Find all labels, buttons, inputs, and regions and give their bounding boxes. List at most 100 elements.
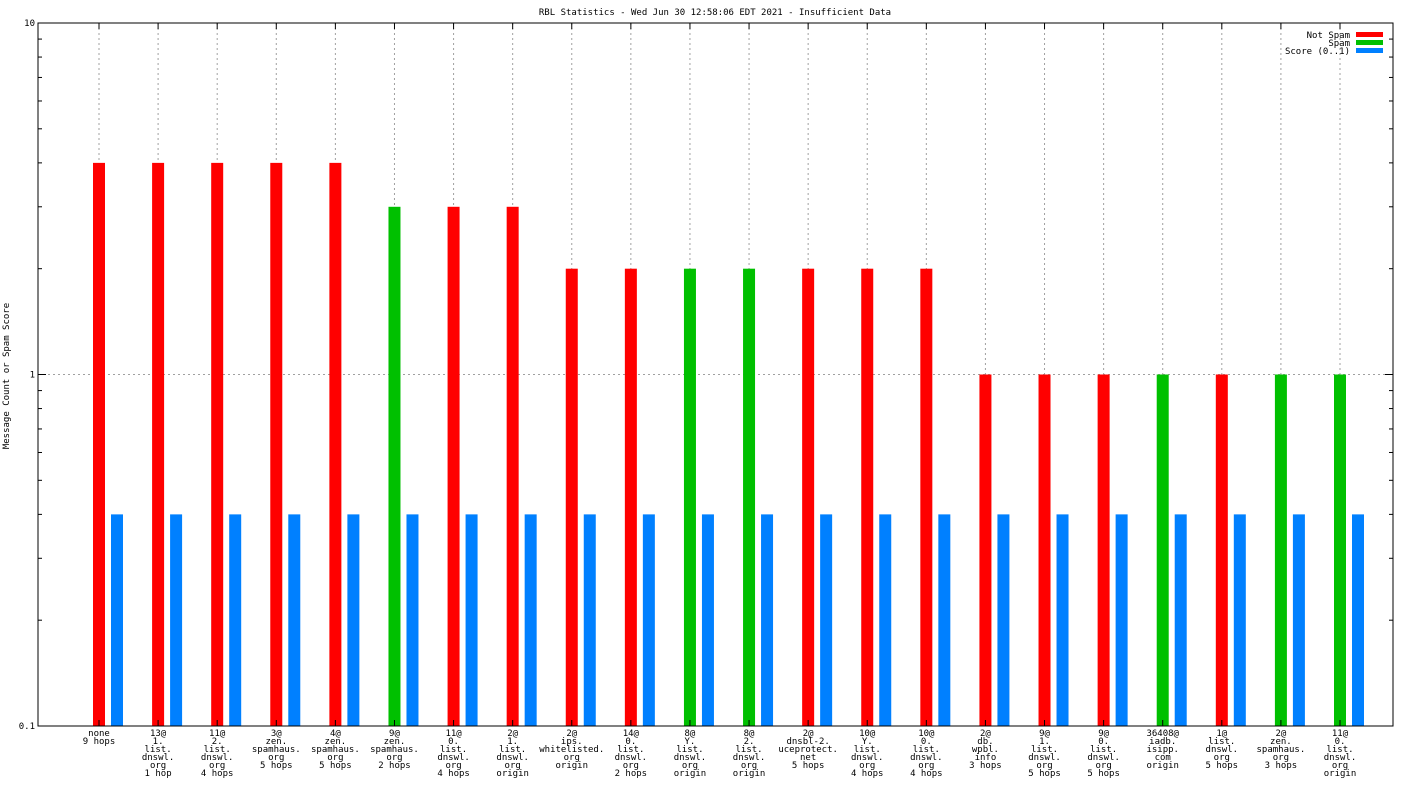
y-axis-label: Message Count or Spam Score <box>2 303 12 449</box>
x-tick-label-line: list. <box>1208 737 1235 747</box>
x-tick-label-line: list. <box>499 745 526 755</box>
x-tick-label: 3@ zen. spamhaus. org 5 hops <box>252 729 301 771</box>
x-tick-label-line: 4 hops <box>437 769 470 779</box>
x-tick-label: 1@ list. dnswl. org 5 hops <box>1206 729 1239 771</box>
x-tick-label: 36408@ iadb. isipp. com origin <box>1146 729 1179 771</box>
x-tick-label-line: 11@ <box>209 729 226 739</box>
x-tick-label-line: list. <box>1326 745 1353 755</box>
x-tick-label-line: 5 hops <box>1028 769 1061 779</box>
y-tick-label: 10 <box>24 19 35 29</box>
x-tick-label-line: 4@ <box>330 729 341 739</box>
not-spam-bar <box>979 374 992 726</box>
x-tick-label-line: dnswl. <box>615 753 648 763</box>
x-tick-label-line: org <box>505 761 521 771</box>
score-bar <box>583 514 596 726</box>
x-tick-label-line: spamhaus. <box>252 745 301 755</box>
x-tick-label-line: dnswl. <box>142 753 175 763</box>
x-tick-label-line: info <box>975 753 997 763</box>
y-ticks: 0.1 1 10 <box>19 19 1393 732</box>
x-tick-label-line: 4 hops <box>910 769 943 779</box>
not-spam-bar <box>802 268 815 726</box>
x-tick-label-line: 1@ <box>1216 729 1227 739</box>
x-tick-label-line: 2@ <box>566 729 577 739</box>
score-bar <box>406 514 419 726</box>
score-bar <box>288 514 301 726</box>
x-tick-label-line: dnswl. <box>1324 753 1357 763</box>
x-tick-label-line: wpbl. <box>972 745 999 755</box>
x-tick-label-line: com <box>1155 753 1171 763</box>
score-bar <box>347 514 360 726</box>
x-tick-label-line: 14@ <box>623 729 640 739</box>
x-tick-label: 2@ dnsbl-2. uceprotect. net 5 hops <box>778 729 838 771</box>
score-bar <box>1352 514 1364 726</box>
x-tick-label-line: list. <box>204 745 231 755</box>
x-tick-label-line: net <box>800 753 816 763</box>
not-spam-bar <box>1215 374 1228 726</box>
x-tick-label: 2@ zen. spamhaus. org 3 hops <box>1257 729 1306 771</box>
x-tick-label-line: org <box>1095 761 1111 771</box>
x-tick-label-line: dnswl. <box>910 753 943 763</box>
x-tick-label-line: spamhaus. <box>311 745 360 755</box>
x-tick-label-line: org <box>268 753 284 763</box>
x-tick-label-line: 5 hops <box>1206 761 1239 771</box>
score-bar <box>524 514 537 726</box>
x-tick-label-line: org <box>564 753 580 763</box>
x-tick-label-line: spamhaus. <box>1257 745 1306 755</box>
x-tick-label-line: ips. <box>561 737 583 747</box>
x-tick-label-line: 2@ <box>803 729 814 739</box>
x-tick-label-line: zen. <box>1270 737 1292 747</box>
x-tick-label: 2@ 1. list. dnswl. org origin <box>496 729 529 779</box>
spam-bar <box>1274 374 1287 726</box>
x-tick-label-line: dnswl. <box>733 753 766 763</box>
not-spam-bar <box>211 162 224 726</box>
x-tick-label-line: dnsbl-2. <box>786 737 829 747</box>
x-tick-label-line: origin <box>496 769 529 779</box>
x-tick-label-line: Y. <box>685 737 696 747</box>
x-tick-label-line: 1 hop <box>145 769 172 779</box>
x-tick-label-line: org <box>1332 761 1348 771</box>
x-tick-label-line: 1. <box>1039 737 1050 747</box>
spam-bar <box>388 206 401 727</box>
x-tick-label-line: 0. <box>448 737 459 747</box>
x-tick-label: 11@ 0. list. dnswl. org 4 hops <box>437 729 470 779</box>
x-tick-label-line: 4 hops <box>851 769 884 779</box>
x-tick-label-line: none <box>88 729 110 739</box>
x-tick-label-line: list. <box>617 745 644 755</box>
x-tick-label-line: 9@ <box>1039 729 1050 739</box>
score-bar <box>1174 514 1187 726</box>
x-tick-label-line: db. <box>977 737 993 747</box>
x-tick-label-line: org <box>327 753 343 763</box>
x-tick-label: 9@ 0. list. dnswl. org 5 hops <box>1087 729 1120 779</box>
score-bar <box>938 514 951 726</box>
x-tick-label-line: dnswl. <box>201 753 234 763</box>
not-spam-bar <box>93 162 105 726</box>
x-tick-label-line: 2@ <box>507 729 518 739</box>
x-tick-label-line: 3 hops <box>1265 761 1298 771</box>
x-tick-label-line: org <box>682 761 698 771</box>
x-tick-label-line: whitelisted. <box>539 745 604 755</box>
score-bar <box>1292 514 1305 726</box>
x-tick-label: 11@ 0. list. dnswl. org origin <box>1324 729 1357 779</box>
x-tick-label: 14@ 0. list. dnswl. org 2 hops <box>615 729 648 779</box>
legend-label: Not Spam <box>1307 31 1350 41</box>
grid <box>38 23 1393 726</box>
x-tick-label-line: 2. <box>212 737 223 747</box>
x-tick-label-line: 2 hops <box>378 761 411 771</box>
not-spam-bar <box>329 162 342 726</box>
score-bar <box>879 514 892 726</box>
bars <box>93 162 1364 727</box>
x-tick-label-line: uceprotect. <box>778 745 838 755</box>
y-tick-label: 1 <box>30 371 35 381</box>
x-tick-label: 8@ Y. list. dnswl. org origin <box>674 729 707 779</box>
score-bar <box>997 514 1010 726</box>
not-spam-bar <box>920 268 933 726</box>
spam-bar <box>1334 374 1346 726</box>
x-tick-label-line: origin <box>733 769 766 779</box>
x-tick-label-line: isipp. <box>1146 745 1179 755</box>
x-tick-label-line: 13@ <box>150 729 167 739</box>
x-tick-label: 9@ zen. spamhaus. org 2 hops <box>370 729 419 771</box>
x-tick-label-line: org <box>445 761 461 771</box>
not-spam-bar <box>1097 374 1110 726</box>
x-tick-label-line: spamhaus. <box>370 745 419 755</box>
